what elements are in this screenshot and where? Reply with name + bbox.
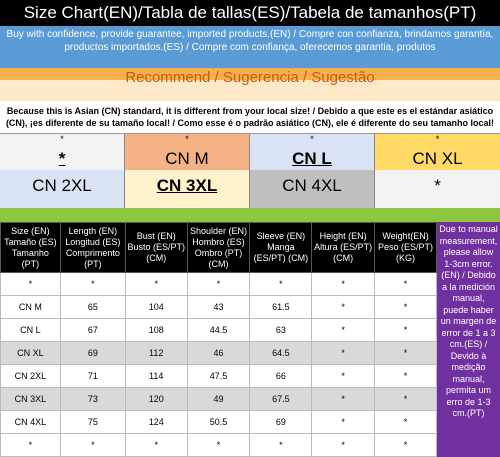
table-cell: * [374, 387, 437, 411]
column-header: Height (EN) Altura (ES/PT) (CM) [311, 222, 376, 273]
table-row: CN 4XL 75 124 50.5 69 * * [0, 410, 437, 434]
table-cell: * [124, 433, 188, 457]
table-cell: 71 [59, 364, 126, 388]
column-header: Weight(EN) Peso (ES/PT) (KG) [374, 222, 437, 273]
table-cell: 108 [124, 318, 188, 342]
tile-dot: * [185, 134, 189, 144]
tile-label: CN 2XL [32, 176, 92, 195]
column-header: Length (EN) Longitud (ES) Comprimento (P… [59, 222, 126, 273]
table-cell: * [311, 295, 376, 319]
table-cell: * [374, 364, 437, 388]
promo-text: Buy with confidence, provide guarantee, … [0, 26, 500, 68]
table-cell: * [311, 433, 376, 457]
table-cell: * [249, 272, 313, 296]
green-divider [0, 208, 500, 222]
table-cell: 65 [59, 295, 126, 319]
table-cell: * [311, 341, 376, 365]
table-row: * * * * * * * [0, 433, 437, 457]
table-cell: * [186, 272, 251, 296]
table-row: CN L 67 108 44.5 63 * * [0, 318, 437, 342]
manual-measurement-note: Due to manual measurement, please allow … [437, 222, 500, 457]
table-cell: * [374, 410, 437, 434]
table-row: CN M 65 104 43 61.5 * * [0, 295, 437, 319]
table-cell: * [59, 433, 126, 457]
table-cell: 114 [124, 364, 188, 388]
tile-label: CN M [165, 149, 209, 168]
table-cell: * [249, 433, 313, 457]
table-cell: 73 [59, 387, 126, 411]
tile-label: CN L [292, 149, 332, 168]
table-cell: * [0, 433, 61, 457]
table-cell: * [311, 318, 376, 342]
chart-title: Size Chart(EN)/Tabla de tallas(ES)/Tabel… [0, 0, 500, 26]
column-header: Shoulder (EN) Hombro (ES) Ombro (PT) (CM… [186, 222, 251, 273]
table-cell: * [311, 410, 376, 434]
table-cell: 64.5 [249, 341, 313, 365]
tile-label: CN 4XL [282, 176, 342, 195]
table-cell: * [311, 364, 376, 388]
table-cell: 75 [59, 410, 126, 434]
table-cell: * [374, 433, 437, 457]
table-cell: 66 [249, 364, 313, 388]
table-cell: * [374, 295, 437, 319]
size-tile[interactable]: CN 2XL [0, 170, 125, 208]
tile-dot: * [310, 134, 314, 144]
table-cell: * [124, 272, 188, 296]
standard-notice: Because this is Asian (CN) standard, it … [0, 101, 500, 134]
table-cell: CN 4XL [0, 410, 61, 434]
tile-label: * [434, 176, 441, 195]
size-tile[interactable]: CN 4XL [250, 170, 375, 208]
column-header: Size (EN) Tamaño (ES) Tamanho (PT) [0, 222, 61, 273]
table-cell: 120 [124, 387, 188, 411]
table-cell: 46 [186, 341, 251, 365]
column-header: Bust (EN) Busto (ES/PT) (CM) [124, 222, 188, 273]
table-cell: * [374, 272, 437, 296]
table-cell: 67 [59, 318, 126, 342]
table-cell: * [59, 272, 126, 296]
table-cell: 104 [124, 295, 188, 319]
table-cell: CN 3XL [0, 387, 61, 411]
table-cell: 112 [124, 341, 188, 365]
table-cell: 67.5 [249, 387, 313, 411]
table-cell: CN XL [0, 341, 61, 365]
table-cell: 124 [124, 410, 188, 434]
table-row: CN 2XL 71 114 47.5 66 * * [0, 364, 437, 388]
size-tile[interactable]: * [375, 170, 500, 208]
table-cell: * [186, 433, 251, 457]
table-cell: 49 [186, 387, 251, 411]
table-row: * * * * * * * [0, 272, 437, 296]
table-cell: 69 [59, 341, 126, 365]
recommend-banner: Recommend / Sugerencia / Sugestão [0, 68, 500, 101]
recommend-label: Recommend / Sugerencia / Sugestão [125, 69, 375, 86]
size-tile[interactable]: CN 3XL [125, 170, 250, 208]
table-cell: * [374, 318, 437, 342]
table-cell: 44.5 [186, 318, 251, 342]
tile-label: * [58, 149, 66, 168]
table-cell: * [311, 387, 376, 411]
table-cell: * [374, 341, 437, 365]
table-row: CN XL 69 112 46 64.5 * * [0, 341, 437, 365]
table-header-row: Size (EN) Tamaño (ES) Tamanho (PT) Lengt… [0, 222, 437, 273]
table-cell: 69 [249, 410, 313, 434]
recommend-bar [0, 68, 500, 80]
measurement-table: Size (EN) Tamaño (ES) Tamanho (PT) Lengt… [0, 222, 437, 457]
table-cell: 47.5 [186, 364, 251, 388]
table-cell: CN L [0, 318, 61, 342]
table-cell: * [311, 272, 376, 296]
table-cell: CN M [0, 295, 61, 319]
table-cell: 63 [249, 318, 313, 342]
table-cell: 50.5 [186, 410, 251, 434]
table-cell: 61.5 [249, 295, 313, 319]
table-cell: CN 2XL [0, 364, 61, 388]
tile-label: CN 3XL [156, 176, 218, 195]
table-row: CN 3XL 73 120 49 67.5 * * [0, 387, 437, 411]
size-tiles-row-2: CN 2XL CN 3XL CN 4XL * [0, 170, 500, 208]
table-cell: * [0, 272, 61, 296]
table-cell: 43 [186, 295, 251, 319]
tile-dot: * [435, 134, 440, 144]
tile-dot: * [60, 134, 64, 144]
column-header: Sleeve (EN) Manga (ES/PT) (CM) [249, 222, 313, 273]
tile-label: CN XL [412, 149, 463, 168]
